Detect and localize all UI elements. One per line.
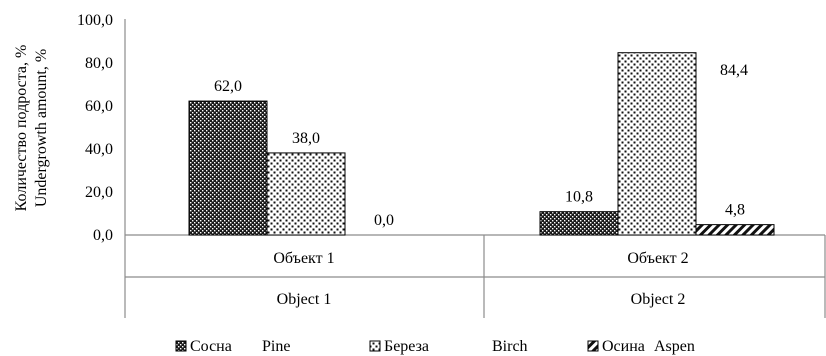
legend-swatch-aspen xyxy=(587,340,599,352)
legend-label-pine-ru: Сосна xyxy=(190,338,232,355)
bar-birch-2 xyxy=(617,52,697,236)
data-label-pine-1: 62,0 xyxy=(214,78,242,95)
y-axis-title-ru: Количество подроста, % xyxy=(13,45,30,212)
data-labels: 62,0 38,0 0,0 10,8 84,4 4,8 xyxy=(214,62,748,229)
data-label-aspen-1: 0,0 xyxy=(374,212,394,229)
category-label-en-2: Object 2 xyxy=(631,291,686,308)
data-label-birch-2: 84,4 xyxy=(720,62,748,79)
legend-label-aspen-ru: Осина xyxy=(602,338,645,355)
y-axis-title-en: Undergrowth amount, % xyxy=(33,49,50,207)
y-tick-label: 40,0 xyxy=(85,141,113,158)
y-tick-label: 100,0 xyxy=(77,12,113,29)
bars xyxy=(188,52,775,236)
y-tick-label: 80,0 xyxy=(85,55,113,72)
category-label-en-1: Object 1 xyxy=(277,291,332,308)
legend-swatch-pine xyxy=(175,340,187,352)
bar-aspen-2 xyxy=(695,224,775,236)
y-tick-labels: 0,0 20,0 40,0 60,0 80,0 100,0 xyxy=(77,12,113,244)
y-tick-label: 0,0 xyxy=(93,227,113,244)
bar-pine-1 xyxy=(188,100,268,236)
y-tick-label: 20,0 xyxy=(85,184,113,201)
bar-birch-1 xyxy=(266,152,346,236)
legend: Сосна Pine Береза Birch Осина Aspen xyxy=(175,338,695,355)
y-tick-label: 60,0 xyxy=(85,98,113,115)
legend-label-aspen-en: Aspen xyxy=(654,338,695,355)
legend-label-pine-en: Pine xyxy=(262,338,290,355)
legend-label-birch-ru: Береза xyxy=(384,338,429,355)
legend-label-birch-en: Birch xyxy=(492,338,528,355)
legend-swatch-birch xyxy=(369,340,381,352)
data-label-pine-2: 10,8 xyxy=(565,189,593,206)
data-label-aspen-2: 4,8 xyxy=(725,202,745,219)
category-label-ru-2: Объект 2 xyxy=(627,250,688,267)
data-label-birch-1: 38,0 xyxy=(292,130,320,147)
category-label-ru-1: Объект 1 xyxy=(273,250,334,267)
bar-pine-2 xyxy=(539,211,619,236)
